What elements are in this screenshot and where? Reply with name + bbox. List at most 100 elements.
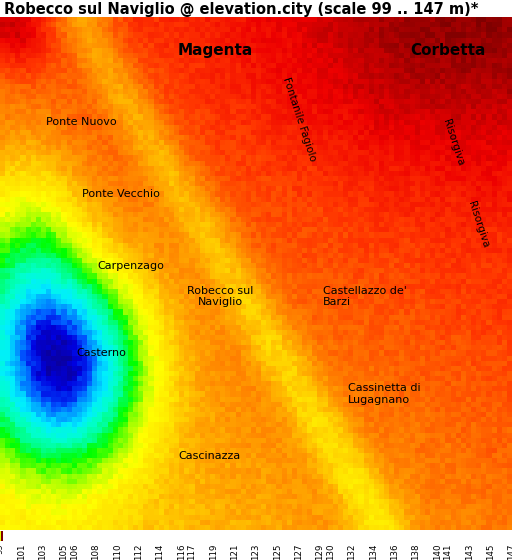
Bar bbox=[0, 531, 2, 542]
Bar bbox=[1, 531, 2, 542]
Bar bbox=[1, 531, 2, 542]
Bar bbox=[1, 531, 2, 542]
Bar bbox=[1, 531, 2, 542]
Bar bbox=[0, 531, 2, 542]
Bar bbox=[1, 531, 3, 542]
Bar bbox=[1, 531, 3, 542]
Bar bbox=[1, 531, 3, 542]
Bar bbox=[1, 531, 2, 542]
Text: 123: 123 bbox=[251, 544, 261, 560]
Bar bbox=[1, 531, 2, 542]
Bar bbox=[1, 531, 2, 542]
Bar bbox=[1, 531, 2, 542]
Text: Fontanile Fagiolo: Fontanile Fagiolo bbox=[281, 76, 318, 163]
Bar bbox=[1, 531, 2, 542]
Text: Risorgiva: Risorgiva bbox=[466, 200, 491, 249]
Bar bbox=[0, 531, 2, 542]
Bar bbox=[1, 531, 2, 542]
Bar bbox=[0, 531, 2, 542]
Bar bbox=[1, 531, 2, 542]
Bar bbox=[1, 531, 2, 542]
Bar bbox=[0, 531, 2, 542]
Bar bbox=[1, 531, 3, 542]
Bar bbox=[1, 531, 2, 542]
Bar bbox=[0, 531, 2, 542]
Bar bbox=[1, 531, 2, 542]
Bar bbox=[0, 531, 2, 542]
Bar bbox=[0, 531, 2, 542]
Bar bbox=[0, 531, 2, 542]
Bar bbox=[1, 531, 3, 542]
Text: Corbetta: Corbetta bbox=[410, 43, 486, 58]
Bar bbox=[1, 531, 3, 542]
Bar bbox=[1, 531, 2, 542]
Bar bbox=[1, 531, 3, 542]
Bar bbox=[1, 531, 3, 542]
Bar bbox=[1, 531, 3, 542]
Bar bbox=[1, 531, 3, 542]
Bar bbox=[0, 531, 2, 542]
Bar bbox=[1, 531, 2, 542]
Bar bbox=[1, 531, 3, 542]
Bar bbox=[0, 531, 2, 542]
Bar bbox=[1, 531, 2, 542]
Bar bbox=[0, 531, 2, 542]
Bar bbox=[1, 531, 3, 542]
Bar bbox=[1, 531, 2, 542]
Bar bbox=[0, 531, 2, 542]
Bar bbox=[1, 531, 2, 542]
Bar bbox=[1, 531, 2, 542]
Bar bbox=[1, 531, 3, 542]
Bar bbox=[1, 531, 2, 542]
Bar bbox=[1, 531, 2, 542]
Bar bbox=[0, 531, 2, 542]
Bar bbox=[1, 531, 3, 542]
Bar bbox=[1, 531, 2, 542]
Bar bbox=[0, 531, 2, 542]
Bar bbox=[1, 531, 2, 542]
Bar bbox=[0, 531, 2, 542]
Bar bbox=[1, 531, 2, 542]
Bar bbox=[1, 531, 2, 542]
Bar bbox=[1, 531, 2, 542]
Bar bbox=[1, 531, 2, 542]
Bar bbox=[0, 531, 2, 542]
Bar bbox=[1, 531, 2, 542]
Bar bbox=[0, 531, 2, 542]
Bar bbox=[1, 531, 2, 542]
Bar bbox=[0, 531, 2, 542]
Bar bbox=[1, 531, 2, 542]
Bar bbox=[1, 531, 3, 542]
Bar bbox=[1, 531, 2, 542]
Bar bbox=[0, 531, 2, 542]
Bar bbox=[1, 531, 2, 542]
Bar bbox=[1, 531, 2, 542]
Bar bbox=[1, 531, 2, 542]
Bar bbox=[1, 531, 2, 542]
Bar bbox=[0, 531, 2, 542]
Bar bbox=[1, 531, 2, 542]
Bar bbox=[1, 531, 2, 542]
Bar bbox=[1, 531, 3, 542]
Text: 134: 134 bbox=[369, 544, 378, 560]
Bar bbox=[1, 531, 2, 542]
Bar bbox=[1, 531, 2, 542]
Bar bbox=[1, 531, 2, 542]
Bar bbox=[1, 531, 2, 542]
Bar bbox=[1, 531, 2, 542]
Bar bbox=[1, 531, 3, 542]
Bar bbox=[1, 531, 3, 542]
Bar bbox=[0, 531, 2, 542]
Bar bbox=[1, 531, 2, 542]
Bar bbox=[0, 531, 2, 542]
Bar bbox=[1, 531, 3, 542]
Bar bbox=[1, 531, 2, 542]
Text: Robecco sul
Naviglio: Robecco sul Naviglio bbox=[187, 286, 253, 307]
Bar bbox=[1, 531, 2, 542]
Bar bbox=[1, 531, 2, 542]
Text: 116: 116 bbox=[177, 544, 186, 560]
Bar bbox=[1, 531, 2, 542]
Bar bbox=[1, 531, 2, 542]
Bar bbox=[1, 531, 2, 542]
Text: 119: 119 bbox=[209, 544, 218, 560]
